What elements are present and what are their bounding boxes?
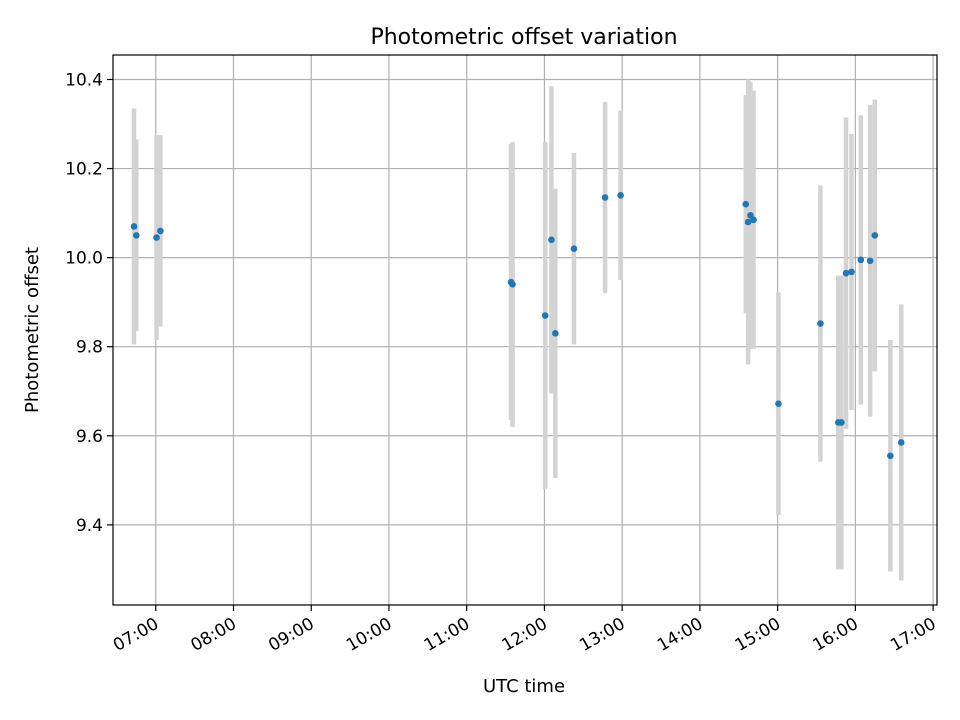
y-tick-label: 10.0 — [65, 249, 103, 269]
data-point — [133, 232, 140, 239]
data-point — [897, 439, 905, 446]
y-tick-label: 10.2 — [65, 160, 103, 180]
y-axis-label: Photometric offset — [22, 247, 43, 413]
data-point — [857, 256, 865, 264]
data-point — [838, 419, 845, 426]
plot-frame — [112, 54, 938, 606]
data-point — [842, 269, 850, 277]
data-point — [750, 216, 757, 224]
data-point — [866, 257, 874, 265]
data-point — [548, 236, 555, 244]
data-point — [617, 191, 624, 199]
data-point — [153, 234, 160, 241]
data-points — [130, 191, 905, 460]
data-point — [775, 400, 782, 408]
data-point — [157, 227, 164, 235]
data-point — [817, 320, 824, 327]
data-point — [130, 223, 138, 230]
data-point — [742, 200, 750, 208]
y-tick-label: 9.6 — [76, 427, 103, 447]
data-point — [552, 330, 559, 337]
data-point — [601, 194, 609, 201]
y-tick-label: 10.4 — [65, 70, 103, 90]
y-axis-ticks: 9.4 9.6 9.8 10.0 10.2 10.4 — [65, 70, 113, 536]
y-tick-label: 9.4 — [76, 516, 103, 536]
data-point — [570, 245, 578, 253]
data-point — [887, 452, 894, 460]
data-point — [871, 232, 879, 239]
chart-title: Photometric offset variation — [370, 25, 677, 50]
y-tick-label: 9.8 — [76, 338, 103, 358]
data-point — [744, 218, 752, 226]
x-axis-label: UTC time — [483, 676, 565, 697]
data-point — [848, 268, 855, 276]
data-point — [509, 281, 516, 288]
data-point — [541, 312, 549, 319]
